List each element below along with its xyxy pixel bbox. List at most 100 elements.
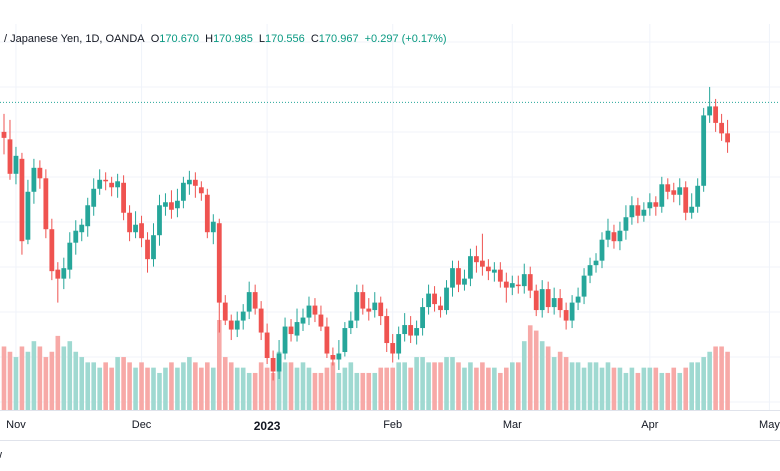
candle-body: [210, 221, 216, 233]
time-axis-tick-label: Dec: [131, 419, 152, 431]
candle-body: [13, 155, 19, 174]
candle-body: [306, 305, 312, 318]
candle-body: [121, 182, 126, 213]
volume-bar: [211, 367, 216, 410]
candle-body: [474, 256, 479, 263]
close-value: 170.967: [318, 33, 359, 45]
candle-body: [49, 229, 55, 272]
volume-bar: [49, 351, 55, 410]
candle-body: [587, 265, 593, 276]
volume-bar: [713, 346, 718, 410]
candle-body: [73, 230, 79, 243]
time-axis-tick-label: Mar: [502, 419, 522, 431]
candle-body: [396, 334, 402, 354]
volume-bar: [515, 362, 521, 410]
time-axis-tick-label: Nov: [6, 419, 26, 431]
volume-bar: [31, 341, 37, 410]
candle-body: [115, 181, 121, 188]
volume-bar: [55, 335, 61, 410]
footer-bar: w: [0, 440, 780, 471]
candle-body: [599, 239, 605, 261]
candle-body: [509, 283, 515, 288]
volume-bar: [216, 320, 222, 410]
volume-bar: [252, 372, 258, 410]
candle-body: [37, 167, 43, 179]
volume-bar: [205, 362, 210, 410]
volume-bar: [498, 372, 503, 410]
close-label: C: [310, 33, 319, 45]
candle-body: [228, 320, 234, 330]
volume-bar: [133, 367, 138, 410]
volume-bar: [611, 367, 617, 410]
candle-body: [246, 292, 252, 312]
candle-body: [222, 302, 228, 321]
candle-body: [7, 139, 13, 174]
volume-bar: [19, 346, 25, 410]
candle-body: [725, 133, 730, 143]
candle-body: [252, 292, 258, 309]
candle-body: [175, 200, 180, 209]
volume-bar: [222, 357, 228, 410]
volume-bar: [444, 357, 449, 410]
candle-body: [462, 278, 467, 285]
volume-bar: [97, 367, 102, 410]
volume-bar: [450, 357, 455, 410]
volume-bar: [258, 362, 264, 410]
candle-body: [216, 223, 222, 303]
time-axis-tick-label: Feb: [383, 419, 403, 431]
candle-body: [372, 302, 378, 311]
change-value: +0.297 (+0.17%): [364, 33, 447, 45]
volume-bar: [665, 372, 671, 410]
price-chart[interactable]: [0, 24, 780, 410]
candle-body: [551, 298, 557, 308]
volume-bar: [653, 367, 659, 410]
candle-body: [330, 355, 336, 360]
candle-body: [438, 305, 443, 311]
volume-bar: [617, 367, 623, 410]
volume-bar: [139, 362, 144, 410]
candle-body: [408, 325, 414, 336]
volume-bar: [426, 362, 431, 410]
volume-bar: [599, 367, 605, 410]
volume-bar: [719, 346, 724, 410]
volume-bar: [390, 367, 395, 410]
candle-body: [683, 187, 689, 213]
volume-bar: [73, 351, 79, 410]
volume-bar: [456, 362, 461, 410]
candle-body: [91, 188, 97, 207]
candle-body: [677, 187, 683, 195]
candle-body: [647, 202, 653, 209]
volume-bar: [330, 362, 336, 410]
candle-body: [181, 182, 186, 201]
high-value: 170.985: [213, 33, 253, 45]
candle-body: [426, 293, 431, 308]
candle-body: [456, 268, 461, 285]
candle-body: [605, 230, 611, 240]
volume-bar: [527, 325, 533, 410]
time-axis[interactable]: Nov Dec 2023 Feb Mar Apr May: [0, 410, 780, 441]
volume-bar: [342, 367, 348, 410]
volume-bar: [103, 362, 108, 410]
candle-body: [109, 182, 115, 188]
volume-bar: [647, 367, 653, 410]
candle-body: [192, 179, 198, 186]
candle-body: [485, 266, 491, 272]
volume-bar: [462, 367, 467, 410]
volume-bar: [348, 362, 354, 410]
volume-bar: [187, 357, 192, 410]
candle-body: [623, 217, 629, 231]
volume-bar: [157, 372, 162, 410]
candle-body: [653, 202, 659, 207]
volume-bar: [623, 372, 629, 410]
brand-label: w: [0, 449, 2, 461]
volume-bar: [246, 372, 252, 410]
open-value: 170.670: [159, 33, 200, 45]
volume-bar: [228, 362, 234, 410]
volume-bar: [13, 357, 19, 410]
volume-bar: [707, 351, 712, 410]
candle-body: [31, 167, 37, 192]
time-axis-tick-label: Apr: [641, 419, 659, 431]
candle-body: [402, 325, 408, 335]
volume-bar: [85, 362, 91, 410]
volume-bar: [145, 367, 150, 410]
